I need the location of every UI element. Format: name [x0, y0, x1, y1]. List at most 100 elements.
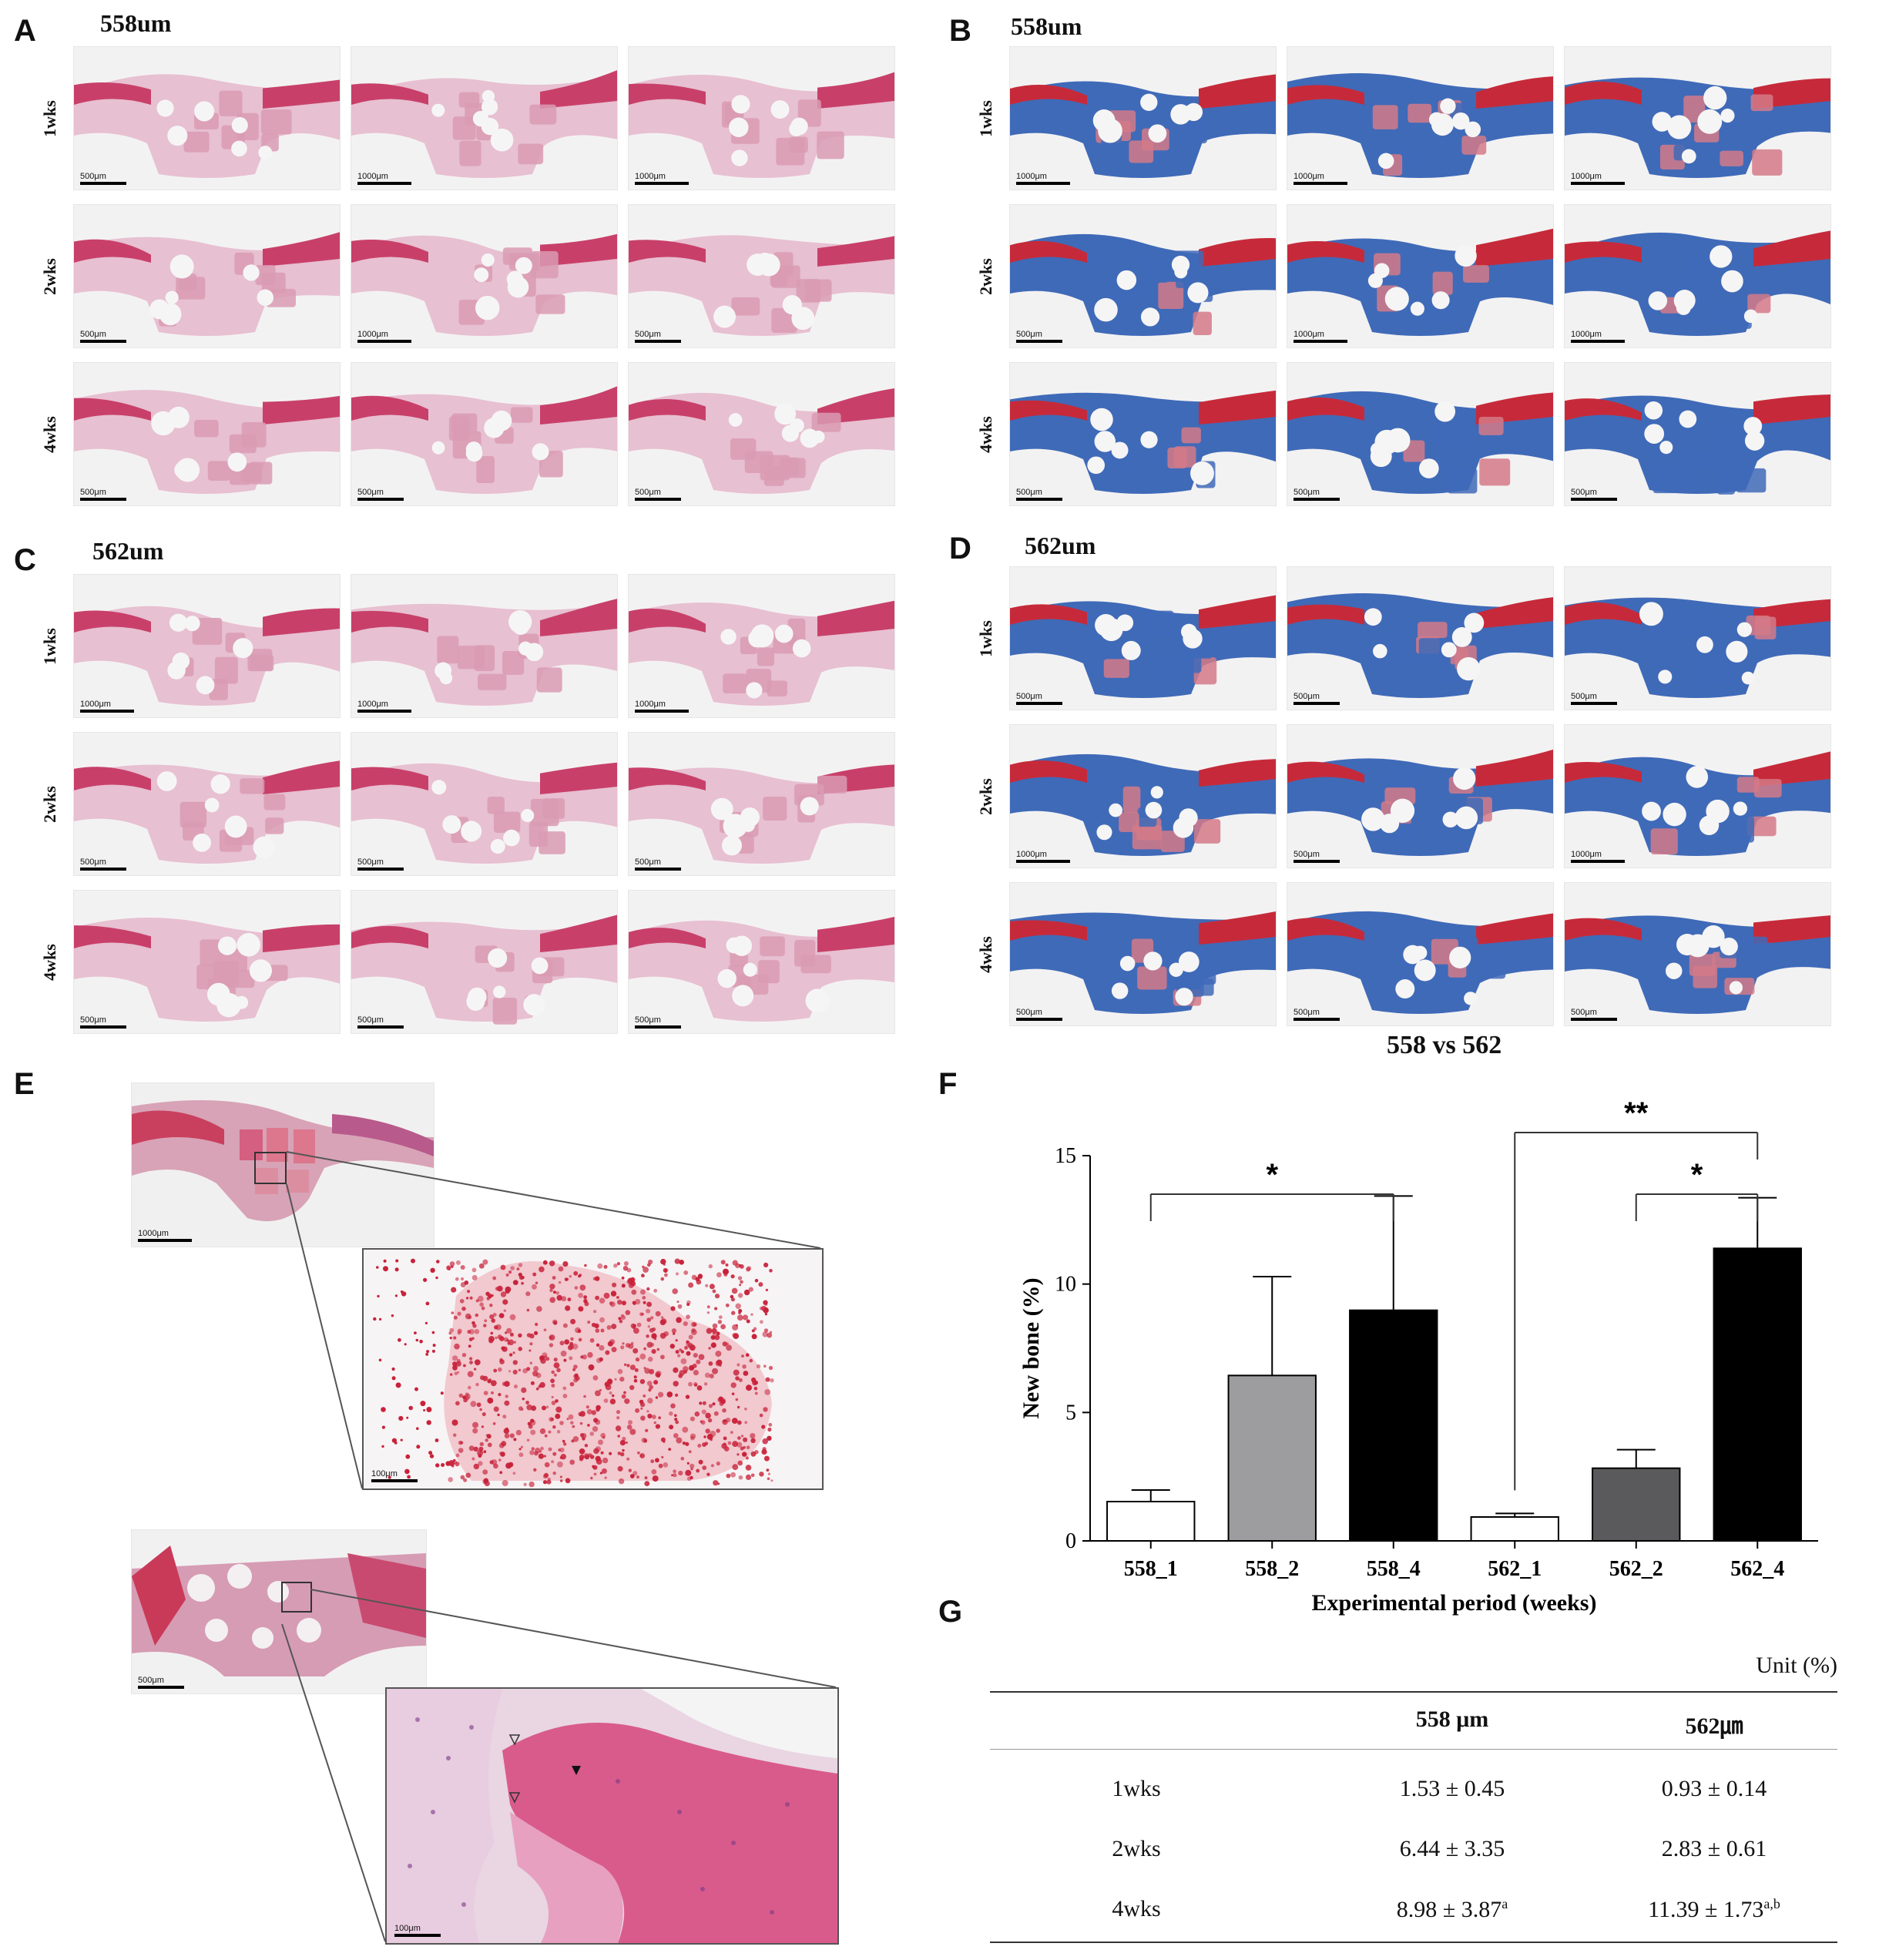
scale-bar: 1000μm [357, 700, 411, 713]
table-cell-562: 11.39 ± 1.73a,b [1648, 1896, 1780, 1922]
micrograph: 500μm [1287, 566, 1554, 710]
micrograph: 1000μm [73, 574, 341, 718]
micrograph: 1000μm [351, 46, 618, 190]
scale-bar: 500μm [1293, 850, 1340, 863]
panel-b-title: 558um [1011, 12, 1082, 40]
micrograph: 500μm [1009, 204, 1277, 348]
significance-marker: ** [1624, 1096, 1649, 1130]
micrograph: 1000μm [1287, 46, 1554, 190]
bar-562_2 [1592, 1467, 1681, 1542]
scale-bar: 1000μm [1016, 850, 1070, 863]
zoom-micrograph-red-cells: 100μm [362, 1248, 824, 1490]
table-row-label: 2wks [1112, 1836, 1161, 1861]
chart-title: 558 vs 562 [1387, 1031, 1502, 1059]
micrograph: 500μm [351, 890, 618, 1034]
micrograph: 500μm [1564, 882, 1831, 1026]
panel-c-letter: C [14, 543, 36, 577]
row-label-1wks: 1wks [40, 627, 59, 665]
scale-bar: 500μm [635, 488, 681, 501]
panel-d-letter: D [949, 532, 971, 566]
row-label-1wks: 1wks [976, 619, 995, 657]
micrograph: 500μm [73, 46, 341, 190]
scale-bar: 500μm [80, 172, 126, 185]
table-header-558: 558 μm [1415, 1707, 1489, 1732]
micrograph: 500μm [73, 362, 341, 506]
row-label-2wks: 2wks [40, 785, 59, 823]
table-cell-558: 1.53 ± 0.45 [1399, 1776, 1505, 1801]
x-tick-label: 558_4 [1367, 1557, 1421, 1581]
bar-558_2 [1227, 1374, 1317, 1542]
scale-bar: 500μm [80, 488, 126, 501]
micrograph: 1000μm [1564, 204, 1831, 348]
table-cell-562: 0.93 ± 0.14 [1661, 1776, 1767, 1801]
scale-bar: 500μm [357, 488, 404, 501]
micrograph: 500μm [628, 890, 895, 1034]
overview-micrograph-week1: 1000μm [131, 1082, 435, 1247]
micrograph: 1000μm [628, 574, 895, 718]
micrograph: 500μm [1287, 362, 1554, 506]
x-tick-label: 562_1 [1488, 1557, 1542, 1581]
micrograph: 500μm [1564, 566, 1831, 710]
y-tick-label: 10 [1055, 1273, 1076, 1297]
micrograph: 1000μm [628, 46, 895, 190]
table-unit: Unit (%) [1756, 1653, 1837, 1678]
bar-562_4 [1713, 1247, 1802, 1542]
y-tick-label: 5 [1065, 1401, 1076, 1425]
scale-bar: 500μm [1016, 488, 1062, 501]
micrograph: 500μm [628, 204, 895, 348]
row-label-2wks: 2wks [976, 257, 995, 295]
scale-bar: 1000μm [1571, 172, 1625, 185]
scale-bar: 500μm [1571, 692, 1617, 705]
scale-bar: 1000μm [1293, 172, 1347, 185]
scale-bar: 500μm [1293, 692, 1340, 705]
scale-bar: 500μm [635, 330, 681, 343]
row-label-1wks: 1wks [976, 99, 995, 137]
scale-bar: 1000μm [635, 700, 689, 713]
row-label-4wks: 4wks [976, 935, 995, 973]
x-tick-label: 562_2 [1609, 1557, 1663, 1581]
scale-bar: 500μm [1571, 488, 1617, 501]
panel-f-letter: F [938, 1067, 958, 1101]
table-cell-558: 8.98 ± 3.87a [1396, 1896, 1508, 1922]
micrograph: 500μm [1287, 724, 1554, 868]
scale-bar: 100μm [371, 1469, 418, 1482]
scale-bar: 500μm [635, 1015, 681, 1029]
scale-bar: 1000μm [357, 172, 411, 185]
micrograph: 500μm [73, 732, 341, 876]
row-label-4wks: 4wks [40, 943, 59, 981]
panel-g-letter: G [938, 1595, 963, 1629]
panel-a-letter: A [14, 14, 36, 48]
table-mid-rule [990, 1749, 1837, 1750]
micrograph: 1000μm [1009, 724, 1277, 868]
scale-bar: 500μm [1016, 1008, 1062, 1021]
micrograph: 500μm [1287, 882, 1554, 1026]
micrograph: 1000μm [351, 574, 618, 718]
scale-bar: 500μm [1571, 1008, 1617, 1021]
table-row-label: 4wks [1112, 1896, 1161, 1921]
table-bottom-rule [990, 1942, 1837, 1943]
scale-bar: 1000μm [1571, 330, 1625, 343]
micrograph: 1000μm [1009, 46, 1277, 190]
row-label-2wks: 2wks [40, 257, 59, 295]
micrograph: 500μm [628, 362, 895, 506]
scale-bar: 1000μm [1016, 172, 1070, 185]
row-label-4wks: 4wks [40, 415, 59, 453]
new-bone-bar-chart: 0 5 10 15 558_1 558_2 558_4 562_1 562_2 562_4 Expe… [1018, 1096, 1818, 1616]
scale-bar: 500μm [138, 1676, 184, 1689]
scale-bar: 1000μm [1293, 330, 1347, 343]
scale-bar: 500μm [357, 1015, 404, 1029]
table-header-562: 562㎛ [1685, 1713, 1743, 1739]
bar-562_1 [1470, 1516, 1559, 1542]
y-tick-label: 0 [1065, 1529, 1076, 1553]
x-tick-label: 558_2 [1245, 1557, 1299, 1581]
panel-b-letter: B [949, 14, 971, 48]
scale-bar: 1000μm [357, 330, 411, 343]
micrograph: 500μm [1009, 882, 1277, 1026]
table-cell-558: 6.44 ± 3.35 [1399, 1836, 1505, 1861]
row-label-4wks: 4wks [976, 415, 995, 453]
scale-bar: 500μm [1293, 488, 1340, 501]
table-cell-562: 2.83 ± 0.61 [1661, 1836, 1767, 1861]
scale-bar: 1000μm [80, 700, 134, 713]
scale-bar: 500μm [357, 858, 404, 871]
scale-bar: 500μm [1016, 692, 1062, 705]
